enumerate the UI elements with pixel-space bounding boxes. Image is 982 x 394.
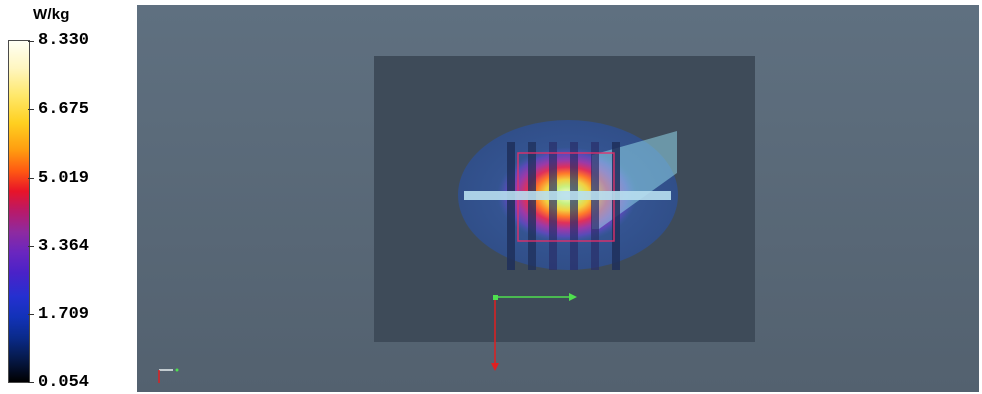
color-scale-bar <box>8 40 30 383</box>
legend-label: 5.019 <box>38 169 90 188</box>
legend-tick <box>28 314 34 315</box>
legend-tick <box>28 246 34 247</box>
legend-label: 3.364 <box>38 237 90 256</box>
scene-canvas <box>158 56 755 383</box>
axis-triad-icon <box>491 293 577 371</box>
legend-unit-label: W/kg <box>33 6 70 23</box>
antenna-strip <box>570 142 578 270</box>
antenna-strip <box>612 142 620 270</box>
legend-tick <box>28 109 34 110</box>
legend-label-min: 0.054 <box>38 373 90 392</box>
3d-viewport[interactable] <box>137 5 979 392</box>
antenna-strip <box>591 142 599 270</box>
legend-label: 1.709 <box>38 305 90 324</box>
legend-tick <box>28 382 34 383</box>
axis-triad-icon <box>158 368 179 383</box>
legend-tick <box>28 41 34 42</box>
legend-label-max: 8.330 <box>38 31 90 50</box>
antenna-strip <box>528 142 536 270</box>
legend-tick <box>28 178 34 179</box>
antenna-strip <box>507 142 515 270</box>
antenna-strip <box>549 142 557 270</box>
horizontal-bar <box>464 191 671 200</box>
legend-label: 6.675 <box>38 100 90 119</box>
